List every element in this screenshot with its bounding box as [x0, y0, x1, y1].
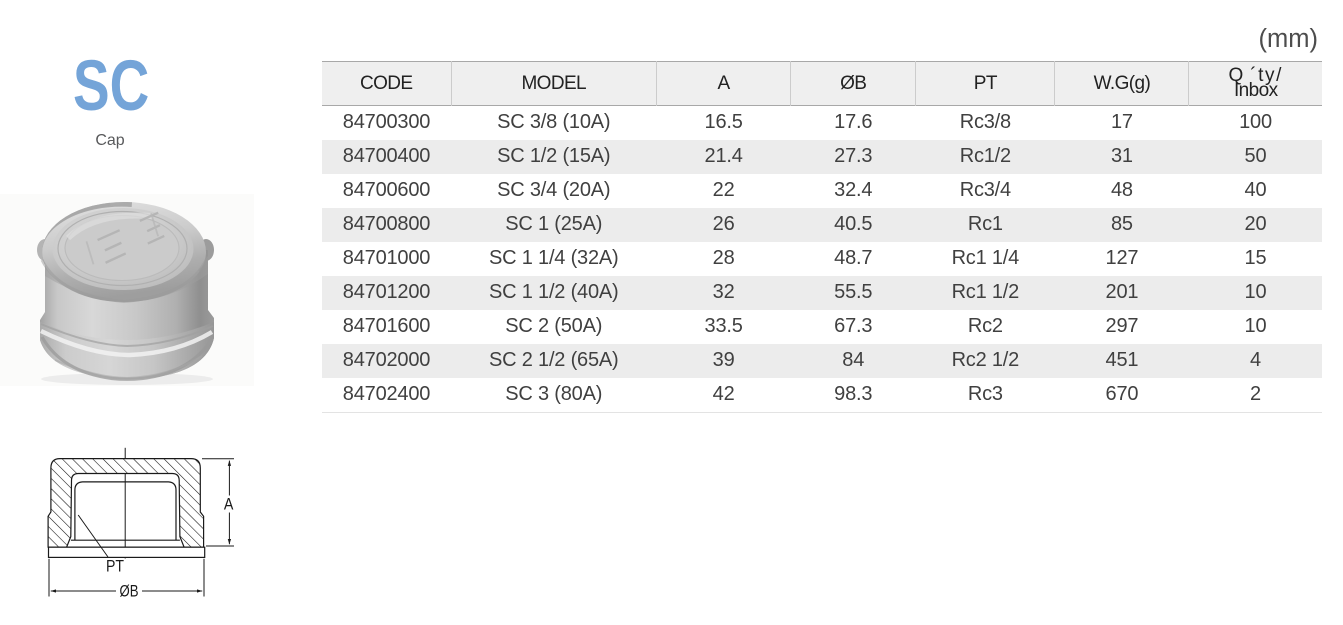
svg-text:ØB: ØB [120, 582, 139, 601]
svg-text:A: A [224, 495, 234, 514]
svg-text:PT: PT [106, 557, 124, 576]
